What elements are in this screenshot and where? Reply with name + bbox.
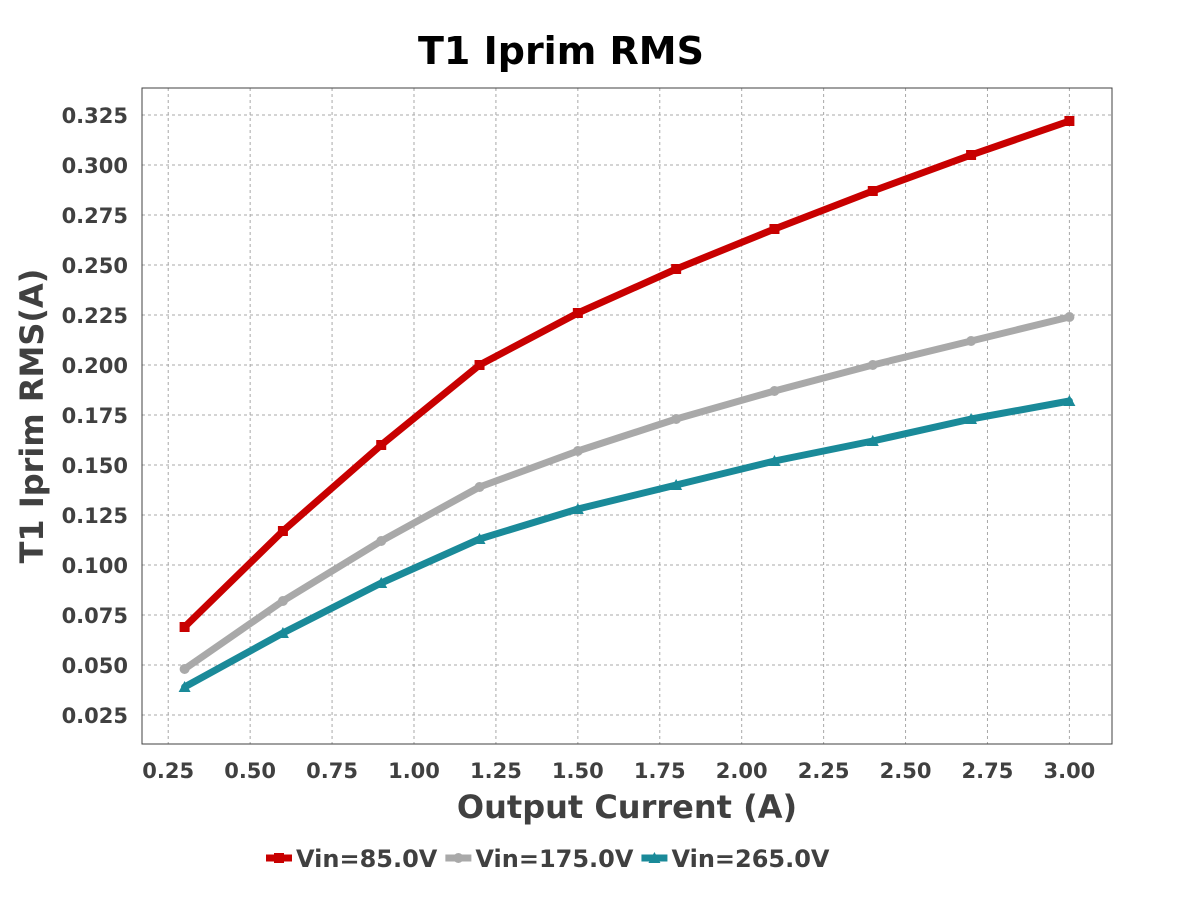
data-point: [965, 413, 978, 424]
data-point: [375, 577, 388, 588]
data-point: [572, 446, 583, 456]
series-1: [179, 116, 1075, 632]
x-tick-label: 1.00: [388, 759, 440, 783]
legend-item: Vin=175.0V: [445, 845, 634, 873]
y-axis-label: T1 Iprim RMS(A): [13, 269, 51, 564]
series-3: [178, 395, 1076, 692]
data-point: [179, 622, 190, 632]
legend-swatch-marker: [274, 853, 284, 863]
data-point: [769, 386, 780, 396]
y-tick-label: 0.075: [62, 604, 128, 628]
legend-swatch-marker: [648, 852, 661, 863]
data-point: [376, 440, 387, 450]
y-tick-label: 0.250: [62, 254, 128, 278]
chart-title: T1 Iprim RMS: [418, 29, 704, 73]
data-point: [866, 435, 879, 446]
grid: [142, 88, 1112, 744]
data-point: [769, 224, 780, 234]
data-point: [178, 681, 191, 692]
series-line: [181, 117, 1073, 631]
data-point: [473, 533, 486, 544]
data-point: [1063, 395, 1076, 406]
data-point: [768, 455, 781, 466]
data-point: [966, 336, 977, 346]
x-tick-label: 2.00: [716, 759, 768, 783]
data-point: [571, 503, 584, 514]
data-point: [671, 414, 682, 424]
series-2: [179, 312, 1075, 674]
y-tick-label: 0.175: [62, 404, 128, 428]
data-point: [277, 526, 288, 536]
y-tick-label: 0.225: [62, 304, 128, 328]
data-point: [867, 360, 878, 370]
data-point: [1064, 116, 1075, 126]
data-point: [276, 627, 289, 638]
x-tick-label: 2.75: [962, 759, 1014, 783]
series-line: [181, 397, 1073, 691]
data-point: [670, 479, 683, 490]
data-point: [867, 186, 878, 196]
series-lines: [178, 116, 1076, 692]
legend-label: Vin=265.0V: [671, 845, 829, 873]
legend-label: Vin=85.0V: [296, 845, 438, 873]
legend-label: Vin=175.0V: [475, 845, 633, 873]
data-point: [671, 264, 682, 274]
y-tick-label: 0.150: [62, 454, 128, 478]
data-point: [277, 596, 288, 606]
y-tick-label: 0.300: [62, 154, 128, 178]
x-tick-label: 0.50: [224, 759, 276, 783]
y-tick-label: 0.100: [62, 554, 128, 578]
x-tick-label: 1.25: [470, 759, 522, 783]
data-point: [376, 536, 387, 546]
data-point: [179, 664, 190, 674]
data-point: [474, 360, 485, 370]
x-tick-label: 1.75: [634, 759, 686, 783]
data-point: [474, 482, 485, 492]
legend: Vin=85.0V Vin=175.0V Vin=265.0V: [266, 845, 830, 873]
data-point: [1064, 312, 1075, 322]
data-point: [966, 150, 977, 160]
y-tick-label: 0.325: [62, 104, 128, 128]
y-tick-label: 0.125: [62, 504, 128, 528]
series-line: [181, 313, 1073, 673]
x-tick-label: 0.75: [306, 759, 358, 783]
x-tick-label: 2.50: [880, 759, 932, 783]
x-tick-label: 0.25: [142, 759, 194, 783]
legend-item: Vin=265.0V: [641, 845, 830, 873]
axes: 0.25 0.50 0.75 1.00 1.25 1.50 1.75 2.00 2.25 2.50…: [62, 87, 1113, 783]
y-tick-label: 0.050: [62, 654, 128, 678]
legend-swatch-marker: [453, 853, 464, 863]
y-tick-label: 0.275: [62, 204, 128, 228]
x-tick-label: 3.00: [1043, 759, 1095, 783]
legend-item: Vin=85.0V: [266, 845, 438, 873]
x-axis-label: Output Current (A): [457, 788, 797, 826]
data-point: [572, 308, 583, 318]
x-tick-label: 1.50: [552, 759, 604, 783]
y-tick-label: 0.025: [62, 704, 128, 728]
x-tick-label: 2.25: [798, 759, 850, 783]
plot-area-frame: [141, 87, 1113, 745]
y-tick-label: 0.200: [62, 354, 128, 378]
